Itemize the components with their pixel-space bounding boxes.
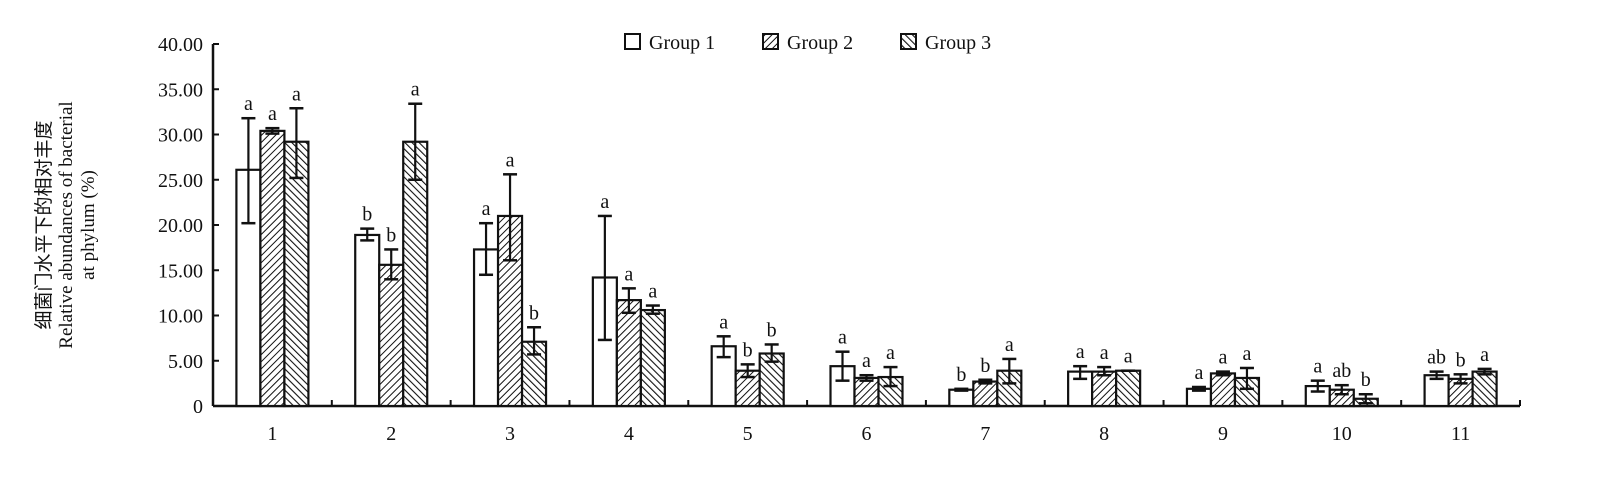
significance-letter: b	[1456, 349, 1466, 371]
legend-swatch-group-2	[762, 33, 779, 50]
bar-group-3	[402, 140, 429, 408]
x-tick-label: 1	[267, 423, 277, 445]
legend-swatch-group-3	[900, 33, 917, 50]
bar-group-2	[378, 263, 405, 408]
significance-letter: a	[244, 93, 253, 115]
bar-group-2	[972, 380, 999, 408]
significance-letter: a	[1219, 347, 1228, 369]
y-tick-label: 30.00	[158, 125, 203, 147]
x-tick-label: 3	[505, 423, 515, 445]
significance-letter: a	[862, 350, 871, 372]
bar-group-1	[948, 388, 975, 408]
bar-group-2	[615, 299, 642, 408]
bar-group-1	[354, 233, 381, 408]
legend: Group 1 Group 2 Group 3	[624, 32, 991, 54]
significance-letter: a	[1195, 362, 1204, 384]
significance-letter: b	[1361, 369, 1371, 391]
significance-letter: a	[648, 281, 657, 303]
significance-letter: a	[886, 342, 895, 364]
bar-group-2	[1209, 372, 1237, 408]
significance-letter: a	[506, 149, 515, 171]
significance-letter: ab	[1332, 360, 1351, 382]
legend-label-group-3: Group 3	[925, 32, 991, 54]
significance-letter: a	[411, 79, 420, 101]
significance-letter: a	[1243, 343, 1252, 365]
significance-letter: b	[956, 364, 966, 386]
significance-letter: b	[767, 319, 777, 341]
y-tick-label: 5.00	[168, 351, 203, 373]
significance-letter: b	[743, 339, 753, 361]
y-axis-label-en-1: Relative abundances of bacterial	[56, 101, 77, 348]
significance-letter: a	[600, 191, 609, 213]
significance-letter: a	[1124, 346, 1133, 368]
significance-letter: b	[386, 224, 396, 246]
y-tick-label: 10.00	[158, 306, 203, 328]
significance-letter: a	[838, 327, 847, 349]
y-tick-label: 35.00	[158, 79, 203, 101]
legend-label-group-2: Group 2	[787, 32, 853, 54]
significance-letter: b	[529, 302, 539, 324]
significance-letter: a	[719, 311, 728, 333]
x-tick-label: 7	[980, 423, 990, 445]
x-tick-label: 6	[862, 423, 872, 445]
x-tick-label: 10	[1332, 423, 1352, 445]
y-axis-label-en-2: at phylum (%)	[78, 170, 99, 280]
y-tick-label: 0	[193, 396, 203, 418]
bar-group-2	[853, 376, 880, 408]
bar-group-2	[259, 129, 286, 408]
significance-letter: a	[1480, 344, 1489, 366]
bar-group-2	[1091, 370, 1118, 408]
y-axis-label-cn: 细菌门水平下的相对丰度	[33, 120, 55, 329]
bar-group-3	[639, 308, 666, 408]
x-tick-label: 9	[1218, 423, 1228, 445]
x-tick-label: 5	[743, 423, 753, 445]
x-tick-label: 11	[1451, 423, 1470, 445]
legend-swatch-group-1	[624, 33, 641, 50]
significance-letter: a	[268, 103, 277, 125]
significance-letter: a	[1100, 342, 1109, 364]
bar-group-3	[1115, 369, 1142, 408]
y-tick-label: 15.00	[158, 260, 203, 282]
y-tick-label: 20.00	[158, 215, 203, 237]
significance-letter: a	[1005, 334, 1014, 356]
y-tick-label: 40.00	[158, 34, 203, 56]
significance-letter: a	[1313, 356, 1322, 378]
x-tick-label: 4	[624, 423, 634, 445]
legend-label-group-1: Group 1	[649, 32, 715, 54]
significance-letter: a	[482, 198, 491, 220]
bar-group-3	[283, 140, 310, 408]
significance-letter: a	[292, 83, 301, 105]
y-axis-label: 细菌门水平下的相对丰度 Relative abundances of bacte…	[33, 101, 99, 348]
bar-group-3	[1471, 370, 1498, 408]
significance-letter: ab	[1427, 347, 1446, 369]
significance-letter: a	[624, 263, 633, 285]
significance-letter: a	[1076, 341, 1085, 363]
significance-letter: b	[980, 355, 990, 377]
x-tick-label: 8	[1099, 423, 1109, 445]
significance-letter: b	[362, 204, 372, 226]
y-tick-label: 25.00	[158, 170, 203, 192]
x-tick-label: 2	[386, 423, 396, 445]
